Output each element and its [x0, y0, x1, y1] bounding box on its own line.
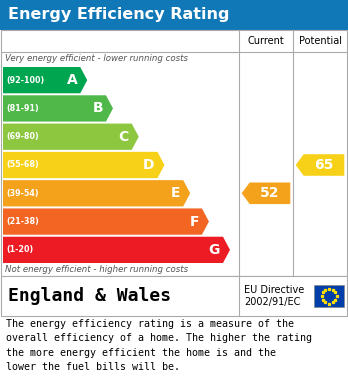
Polygon shape [3, 95, 113, 122]
Text: Energy Efficiency Rating: Energy Efficiency Rating [8, 7, 229, 23]
Polygon shape [3, 237, 230, 263]
Text: F: F [189, 215, 199, 229]
Text: England & Wales: England & Wales [8, 287, 171, 305]
Text: Potential: Potential [299, 36, 341, 46]
Polygon shape [296, 154, 344, 176]
Polygon shape [242, 183, 290, 204]
Text: 52: 52 [260, 186, 280, 200]
Text: (1-20): (1-20) [6, 246, 33, 255]
Text: 65: 65 [314, 158, 334, 172]
Polygon shape [3, 124, 139, 150]
Bar [314, 285, 344, 307]
Text: D: D [143, 158, 155, 172]
Text: E: E [171, 186, 180, 200]
Text: (39-54): (39-54) [6, 189, 39, 198]
Text: B: B [92, 101, 103, 115]
Polygon shape [3, 180, 190, 206]
Text: (81-91): (81-91) [6, 104, 39, 113]
Text: A: A [66, 73, 77, 87]
Text: Current: Current [248, 36, 284, 46]
Polygon shape [3, 152, 165, 178]
Text: Very energy efficient - lower running costs: Very energy efficient - lower running co… [5, 54, 188, 63]
Text: (92-100): (92-100) [6, 75, 44, 84]
Text: The energy efficiency rating is a measure of the
overall efficiency of a home. T: The energy efficiency rating is a measur… [6, 319, 312, 372]
Bar [1, 30, 347, 276]
Text: C: C [118, 130, 129, 144]
Polygon shape [3, 208, 209, 235]
Polygon shape [3, 67, 87, 93]
Text: (69-80): (69-80) [6, 132, 39, 141]
Bar [0, 0, 348, 30]
Text: G: G [208, 243, 220, 257]
Text: EU Directive: EU Directive [244, 285, 304, 295]
Text: (55-68): (55-68) [6, 160, 39, 170]
Text: Not energy efficient - higher running costs: Not energy efficient - higher running co… [5, 265, 188, 274]
Text: (21-38): (21-38) [6, 217, 39, 226]
Text: 2002/91/EC: 2002/91/EC [244, 297, 300, 307]
Bar [1, 276, 347, 316]
